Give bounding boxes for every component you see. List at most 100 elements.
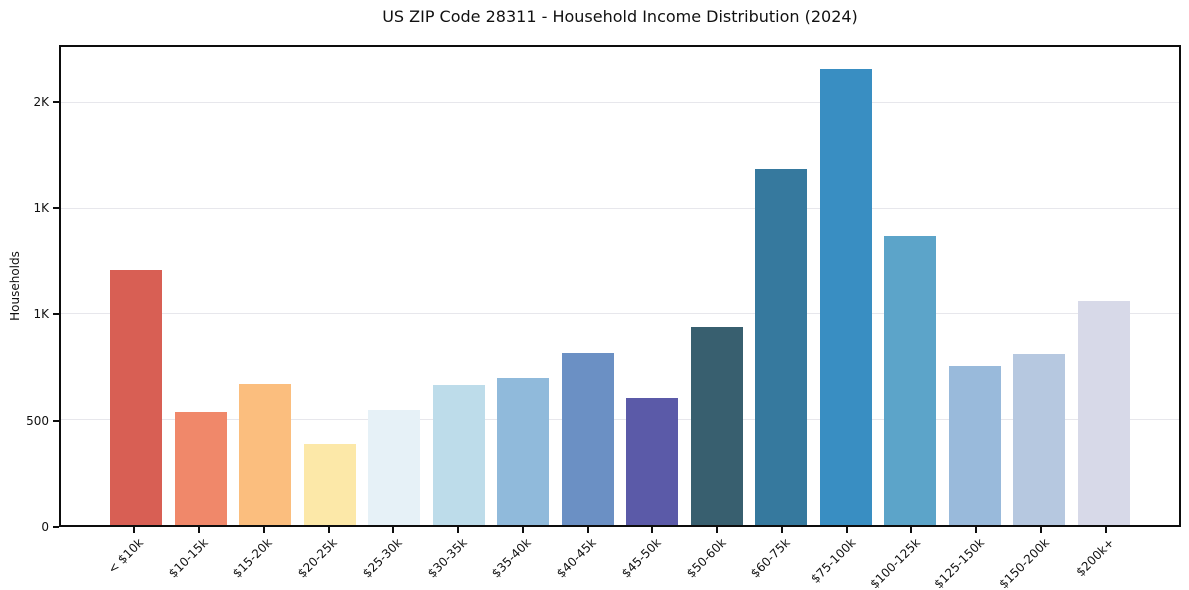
bar-slot — [943, 47, 1008, 525]
x-tick-mark — [651, 527, 654, 533]
x-tick-label: $15-20k — [230, 535, 276, 581]
bar-slot — [362, 47, 427, 525]
bar — [368, 410, 421, 525]
bar — [174, 412, 227, 525]
bar — [432, 384, 485, 525]
x-tick-label: $20-25k — [295, 535, 340, 581]
gridlines — [61, 47, 1179, 525]
bar — [110, 269, 163, 525]
x-tick: $45-50k — [618, 527, 685, 589]
x-tick-mark — [457, 527, 460, 533]
bar-slot — [298, 47, 363, 525]
bar — [1013, 354, 1066, 525]
bar — [239, 383, 292, 525]
y-tick-label: 1K — [33, 200, 49, 215]
bar-slot — [620, 47, 685, 525]
gridline — [61, 418, 1179, 420]
bar-slot — [878, 47, 943, 525]
x-tick-mark — [198, 527, 201, 533]
y-tick-mark — [53, 526, 59, 528]
x-tick: $35-40k — [489, 527, 556, 589]
y-tick-label: 1K — [33, 307, 49, 322]
y-tick-mark — [53, 313, 59, 316]
bar — [497, 378, 550, 525]
bar — [948, 365, 1001, 525]
x-tick-label: $50-60k — [683, 535, 729, 581]
chart-title: US ZIP Code 28311 - Household Income Dis… — [382, 7, 858, 26]
x-tick-mark — [586, 527, 589, 533]
bar — [819, 69, 872, 525]
x-tick: $60-75k — [748, 527, 815, 589]
x-tick: $100-125k — [867, 527, 944, 590]
y-tick: 1K — [33, 307, 59, 321]
x-tick-mark — [1104, 527, 1107, 533]
bar-slot — [685, 47, 750, 525]
x-tick: $125-150k — [932, 527, 1009, 590]
bar-slot — [814, 47, 879, 525]
x-tick: $40-45k — [554, 527, 620, 589]
x-tick-label: $30-35k — [424, 535, 470, 581]
x-tick-mark — [780, 527, 783, 533]
bar — [561, 353, 614, 525]
bar — [303, 443, 356, 525]
x-tick-label: $40-45k — [554, 535, 599, 581]
bar — [884, 236, 937, 525]
bar-slot — [1007, 47, 1072, 525]
bar-slot — [491, 47, 556, 525]
gridline — [61, 102, 1179, 104]
x-tick-label: $25-30k — [359, 535, 405, 581]
x-tick-mark — [133, 527, 136, 533]
x-tick: $10-15k — [165, 527, 232, 589]
y-tick: 0 — [41, 520, 59, 534]
bar-slot — [749, 47, 814, 525]
bar-slot — [233, 47, 298, 525]
x-tick: $25-30k — [359, 527, 426, 589]
x-tick-mark — [716, 527, 719, 533]
bar — [690, 326, 743, 525]
y-tick-label: 500 — [26, 413, 49, 428]
y-axis: 0 500 1K 1K 2K — [0, 45, 59, 534]
x-tick: $20-25k — [295, 527, 361, 589]
x-tick: $200k+ — [1073, 527, 1138, 589]
x-tick-mark — [845, 527, 848, 533]
bar — [1077, 301, 1130, 525]
x-tick-label: $75-100k — [807, 535, 858, 586]
y-tick: 1K — [33, 201, 59, 215]
y-tick: 2K — [33, 95, 59, 109]
y-tick-label: 2K — [33, 94, 49, 109]
x-tick-mark — [327, 527, 330, 533]
x-tick-mark — [521, 527, 524, 533]
x-tick: < $10k — [102, 527, 167, 589]
x-tick: $15-20k — [230, 527, 297, 589]
x-tick-mark — [1039, 527, 1042, 533]
x-tick-mark — [392, 527, 395, 533]
x-tick-label: $35-40k — [489, 535, 535, 581]
bar-slot — [427, 47, 492, 525]
bar — [755, 168, 808, 525]
x-tick: $75-100k — [808, 527, 879, 589]
y-tick-mark — [53, 419, 59, 422]
plot-area — [59, 45, 1181, 527]
x-axis: < $10k $10-15k $15-20k $20-25k $25-30k $30-35… — [59, 527, 1181, 590]
y-tick-label: 0 — [41, 520, 49, 534]
y-tick-mark — [53, 100, 59, 103]
x-tick-mark — [910, 527, 913, 533]
gridline — [61, 207, 1179, 209]
x-tick-label: $200k+ — [1073, 535, 1117, 580]
bar-slot — [104, 47, 169, 525]
bars-row — [61, 47, 1179, 525]
y-tick: 500 — [26, 414, 59, 428]
bar-slot — [556, 47, 621, 525]
x-tick: $50-60k — [683, 527, 750, 589]
x-tick-label: $10-15k — [165, 535, 211, 581]
x-tick-mark — [975, 527, 978, 533]
x-tick: $150-200k — [997, 527, 1074, 590]
bar-slot — [1072, 47, 1137, 525]
x-tick-label: < $10k — [104, 535, 146, 577]
x-tick-label: $60-75k — [748, 535, 794, 581]
bar-slot — [169, 47, 234, 525]
x-tick: $30-35k — [424, 527, 491, 589]
x-tick-mark — [262, 527, 265, 533]
x-tick-label: $45-50k — [618, 535, 664, 581]
